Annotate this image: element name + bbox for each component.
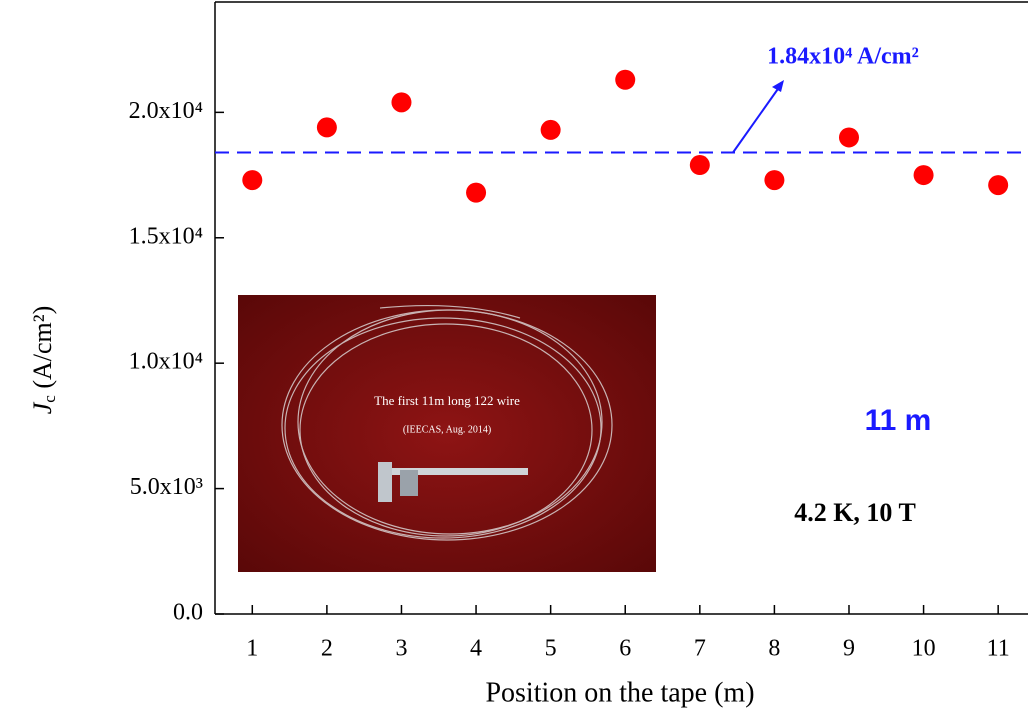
photo-background: [238, 295, 656, 572]
x-tick-label: 9: [843, 636, 855, 662]
data-point: [988, 175, 1009, 196]
x-tick-label: 5: [545, 636, 557, 662]
arrow-head: [772, 80, 784, 92]
data-point: [316, 117, 337, 138]
x-tick-label: 2: [321, 636, 333, 662]
y-tick-label: 1.5x10⁴: [129, 223, 203, 249]
x-tick-label: 6: [619, 636, 631, 662]
x-tick-label: 8: [768, 636, 780, 662]
data-point: [838, 127, 859, 148]
x-axis-label: Position on the tape (m): [485, 677, 754, 708]
data-point: [615, 69, 636, 90]
wire-coil: [281, 304, 613, 541]
y-label-symbol: J: [28, 401, 57, 414]
data-point: [242, 170, 263, 191]
reference-arrow: [732, 85, 781, 154]
condition-annotation: 4.2 K, 10 T: [794, 498, 916, 527]
x-tick-label: 1: [246, 636, 258, 662]
y-label-subscript: c: [40, 395, 59, 403]
data-point: [540, 119, 561, 140]
length-annotation: 11 m: [865, 404, 932, 437]
photo-caption: The first 11m long 122 wire: [374, 393, 520, 408]
y-axis-label: Jc (A/cm²): [28, 306, 59, 414]
data-point: [466, 182, 487, 203]
reference-label: 1.84x10⁴ A/cm²: [767, 44, 919, 70]
x-tick-label: 3: [395, 636, 407, 662]
x-tick-label: 7: [694, 636, 706, 662]
caliper: [378, 462, 528, 502]
data-point: [913, 165, 934, 186]
data-point: [689, 155, 710, 176]
x-tick-label: 10: [912, 636, 936, 662]
x-tick-label: 11: [987, 636, 1010, 662]
data-point: [391, 92, 412, 113]
inset-photo: The first 11m long 122 wire (IEECAS, Aug…: [238, 295, 656, 572]
y-tick-label: 2.0x10⁴: [129, 98, 203, 124]
y-tick-label: 1.0x10⁴: [129, 349, 203, 375]
photo-credit: (IEECAS, Aug. 2014): [403, 424, 491, 435]
y-label-unit: (A/cm²): [28, 306, 57, 395]
y-tick-label: 5.0x10³: [130, 474, 203, 500]
y-tick-label: 0.0: [173, 600, 203, 626]
x-tick-label: 4: [470, 636, 482, 662]
data-point: [764, 170, 785, 191]
